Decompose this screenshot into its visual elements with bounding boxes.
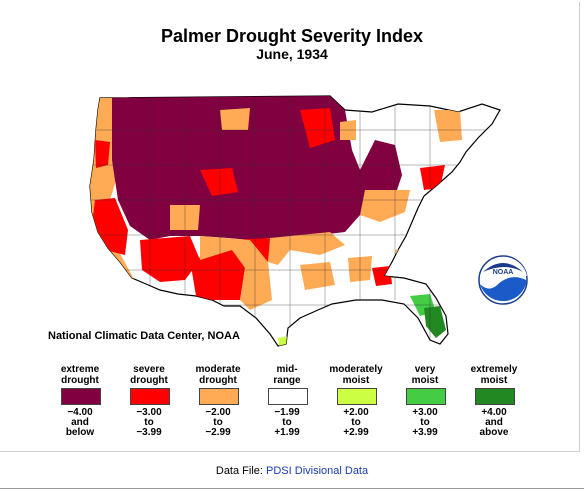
legend-swatch — [406, 388, 446, 405]
region-severe — [300, 108, 335, 148]
legend-heading: extreme drought — [45, 364, 115, 386]
legend-range-line: +1.99 — [274, 427, 300, 438]
region-moderate — [268, 232, 345, 265]
division-lines — [90, 96, 500, 340]
legend-range-line: +2.99 — [343, 427, 369, 438]
legend-heading-line: extremely — [470, 364, 518, 375]
legend-range-line: +2.00 — [343, 407, 369, 418]
legend-heading: severe drought — [114, 364, 184, 386]
legend-swatch — [61, 388, 101, 405]
legend-range-line: to — [420, 417, 430, 428]
footer: Data File: PDSI Divisional Data — [0, 465, 584, 477]
legend-swatch — [130, 388, 170, 405]
footer-label: Data File: — [215, 465, 263, 477]
legend-swatch — [199, 388, 239, 405]
legend-heading: mid-range — [252, 364, 322, 386]
region-moderately-moist — [278, 336, 292, 346]
legend-heading-line: mid- — [276, 364, 298, 375]
legend-range: −1.99 to +1.99 — [252, 408, 322, 438]
legend-range-line: −1.99 — [274, 407, 300, 418]
legend-range-line: above — [479, 427, 509, 438]
legend-heading: extremely moist — [459, 364, 529, 386]
legend-range-line: −2.99 — [205, 427, 231, 438]
legend-range-line: +3.00 — [412, 407, 438, 418]
pdsi-data-link[interactable]: PDSI Divisional Data — [266, 465, 369, 477]
legend-swatch — [475, 388, 515, 405]
noaa-logo: NOAA — [478, 255, 528, 305]
region-severe — [190, 250, 245, 300]
legend-range-line: −2.00 — [205, 407, 231, 418]
legend-range: −4.00 and below — [45, 408, 115, 438]
legend-heading-line: moist — [480, 375, 508, 386]
drought-map: NOAA — [89, 95, 528, 347]
legend-heading-line: drought — [199, 375, 237, 386]
legend-range-line: below — [65, 427, 95, 438]
legend-heading-line: very — [414, 364, 436, 375]
legend-swatch — [337, 388, 377, 405]
legend-range-line: −4.00 — [67, 407, 93, 418]
legend-range-line: and — [71, 417, 89, 428]
legend-heading: moderate drought — [183, 364, 253, 386]
footer-divider — [0, 488, 584, 489]
region-moderate — [434, 110, 462, 142]
legend-heading-line: moderately — [329, 364, 383, 375]
noaa-logo-text: NOAA — [493, 269, 514, 276]
legend-range-line: and — [485, 417, 503, 428]
region-moderate — [300, 262, 335, 290]
credit-line: National Climatic Data Center, NOAA — [48, 330, 240, 342]
map-subtitle: June, 1934 — [256, 46, 328, 62]
region-severe — [420, 165, 445, 190]
region-severe — [95, 140, 110, 168]
legend-range: −2.00 to −2.99 — [183, 408, 253, 438]
legend-range: +4.00 and above — [459, 408, 529, 438]
legend-range-line: +3.99 — [412, 427, 438, 438]
region-moderate — [200, 236, 272, 310]
drought-regions — [90, 96, 462, 346]
legend-range: −3.00 to −3.99 — [114, 408, 184, 438]
legend-heading: very moist — [390, 364, 460, 386]
legend-range-line: to — [144, 417, 154, 428]
legend-range: +2.00 to +2.99 — [321, 408, 391, 438]
legend-heading-line: severe — [133, 364, 165, 375]
legend-range-line: −3.00 — [136, 407, 162, 418]
map-panel — [0, 2, 580, 452]
legend-range-line: −3.99 — [136, 427, 162, 438]
legend-heading-line: extreme — [60, 364, 100, 375]
region-severe — [200, 168, 238, 196]
legend-swatch — [268, 388, 308, 405]
legend-heading-line: moderate — [195, 364, 241, 375]
legend-heading-line: moist — [411, 375, 439, 386]
legend-range-line: to — [282, 417, 292, 428]
legend-heading-line: drought — [130, 375, 168, 386]
map-title: Palmer Drought Severity Index — [160, 26, 424, 46]
region-moderate — [360, 190, 410, 222]
legend-range-line: +4.00 — [481, 407, 507, 418]
legend-heading-line: moist — [342, 375, 370, 386]
legend-range-line: to — [351, 417, 361, 428]
region-moderate — [220, 108, 250, 130]
legend-heading-line: range — [273, 375, 301, 386]
legend-heading-line: drought — [61, 375, 99, 386]
legend-range-line: to — [213, 417, 223, 428]
legend-range: +3.00 to +3.99 — [390, 408, 460, 438]
legend-heading: moderately moist — [321, 364, 391, 386]
region-extremely-moist — [424, 306, 446, 338]
